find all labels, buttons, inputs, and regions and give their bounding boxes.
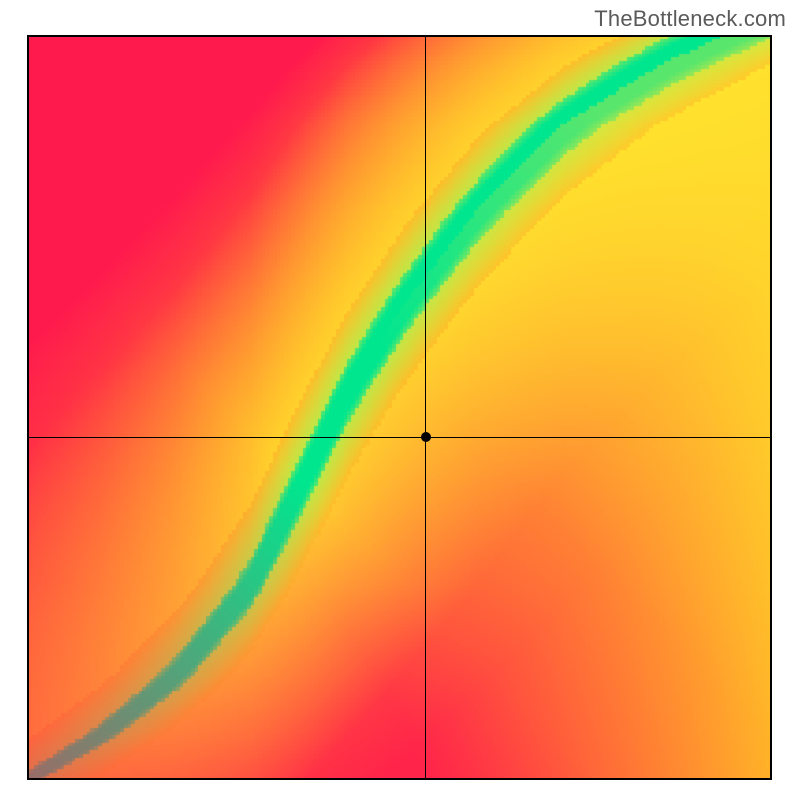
watermark-text: TheBottleneck.com: [594, 6, 786, 32]
heatmap-canvas: [27, 35, 772, 780]
figure-container: TheBottleneck.com: [0, 0, 800, 800]
